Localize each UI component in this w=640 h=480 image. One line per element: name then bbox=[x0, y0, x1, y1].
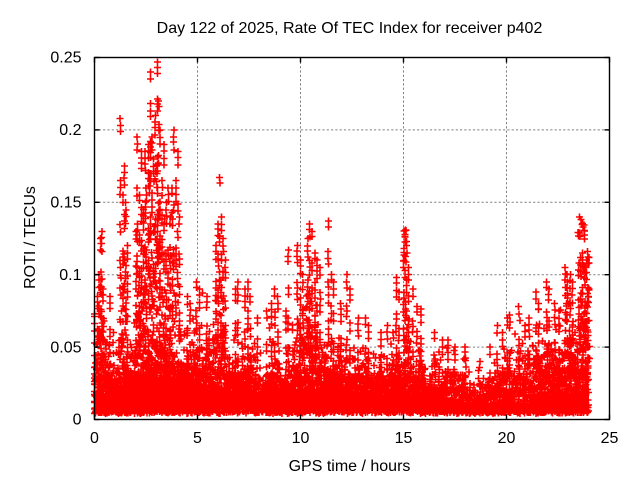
svg-text:0.2: 0.2 bbox=[59, 122, 81, 139]
svg-text:20: 20 bbox=[498, 430, 516, 447]
svg-text:5: 5 bbox=[193, 430, 202, 447]
svg-text:15: 15 bbox=[395, 430, 413, 447]
svg-text:0.1: 0.1 bbox=[59, 267, 81, 284]
svg-text:0: 0 bbox=[73, 412, 82, 429]
svg-text:10: 10 bbox=[292, 430, 310, 447]
svg-text:25: 25 bbox=[601, 430, 619, 447]
svg-text:0.05: 0.05 bbox=[50, 339, 81, 356]
svg-text:0.25: 0.25 bbox=[50, 50, 81, 67]
svg-text:0: 0 bbox=[90, 430, 99, 447]
svg-text:ROTI / TECUs: ROTI / TECUs bbox=[22, 186, 39, 289]
svg-text:0.15: 0.15 bbox=[50, 195, 81, 212]
svg-text:GPS time / hours: GPS time / hours bbox=[289, 458, 411, 475]
svg-text:Day 122 of 2025, Rate Of TEC I: Day 122 of 2025, Rate Of TEC Index for r… bbox=[157, 20, 543, 37]
